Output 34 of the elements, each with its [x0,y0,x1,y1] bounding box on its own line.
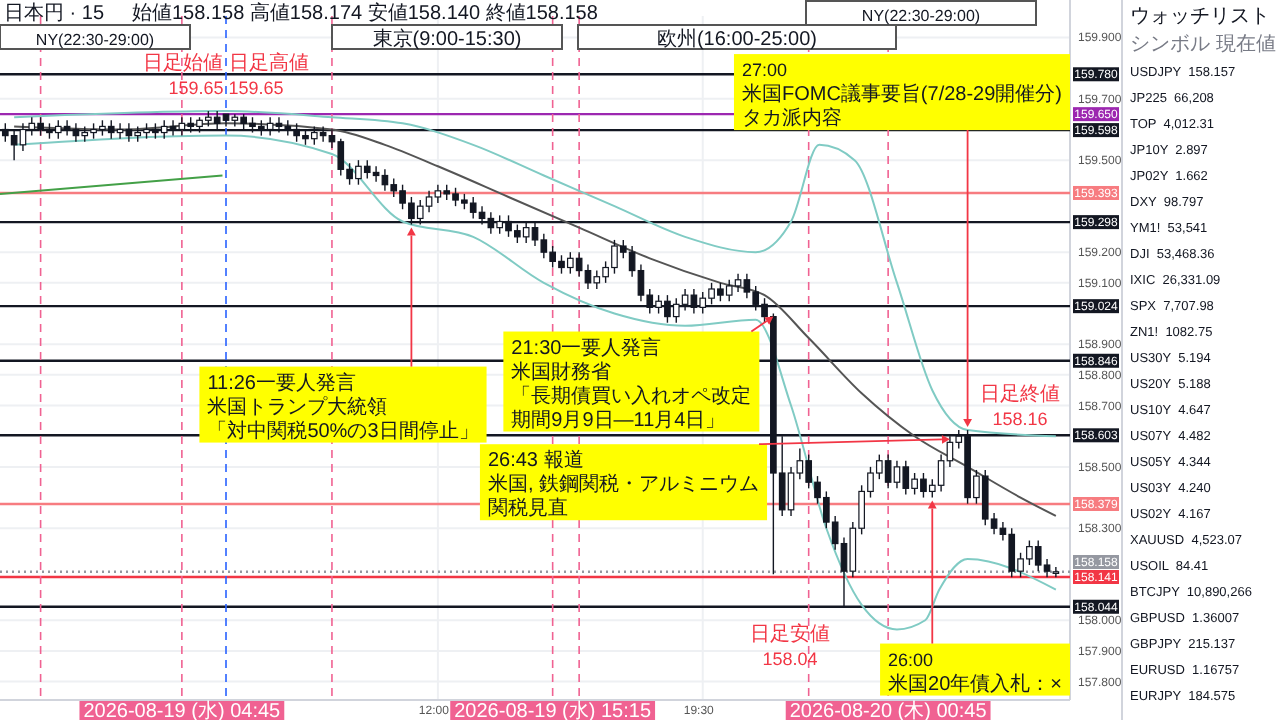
candlestick [743,272,751,299]
text: 現在値 [1216,32,1276,56]
text: ウォッチリスト [1130,6,1270,28]
candlestick [787,466,795,517]
candlestick [337,137,345,177]
candlestick [1008,527,1016,579]
candlestick [434,184,442,204]
text: シンボル [1130,34,1210,56]
candlestick [575,251,583,278]
candlestick [884,453,892,490]
candlestick [1034,539,1042,572]
candlestick [363,159,371,180]
annotation: 日足終値 158.16 [980,382,1060,429]
annotation: 日足安値 158.04 [749,621,830,669]
candlestick [725,279,733,302]
candlestick [425,190,433,213]
candlestick [734,272,742,293]
candlestick [540,233,548,260]
annotation: 東京(9:00-15:30) [372,27,522,51]
candlestick [902,460,910,496]
annotation: 欧州(16:00-25:00) [656,27,818,51]
candlestick [893,460,901,490]
candlestick [981,469,989,526]
chart-subtitle: 始値158.158 高値158.174 安値158.140 終値158.158 [132,1,599,25]
annotation: NY(22:30-29:00) [35,31,155,49]
annotation: 日足始値 日足高値 159.65 159.65 [143,51,309,99]
candlestick [584,263,592,290]
annotation: 26:00 米国20年債入札：× [888,649,1063,696]
candlestick [390,177,398,198]
candlestick [593,269,601,290]
chart-title: 日本円 · 15 [4,1,105,25]
annotation: NY(22:30-29:00) [861,7,981,25]
line-series [13,110,1057,438]
candlestick [1052,566,1060,579]
